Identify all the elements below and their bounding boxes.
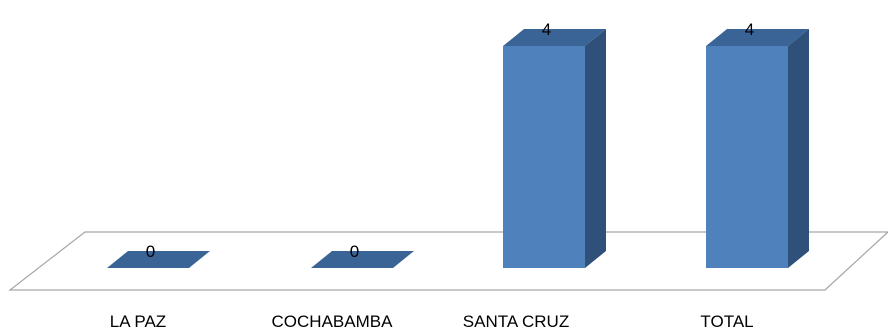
value-label-santa-cruz: 4 [542,20,551,39]
bars-group [107,29,809,268]
category-label-la-paz: LA PAZ [110,312,166,331]
value-label-total: 4 [745,20,754,39]
category-label-santa-cruz: SANTA CRUZ [463,312,569,331]
bar-side-total [788,29,809,268]
bar-total [706,29,809,268]
bar-top-la-paz [107,251,210,268]
bar-front-santa-cruz [503,46,585,268]
bar-top-santa-cruz [503,29,606,46]
category-labels-group: LA PAZ COCHABAMBA SANTA CRUZ TOTAL [110,312,754,331]
category-label-cochabamba: COCHABAMBA [272,312,394,331]
bar-front-total [706,46,788,268]
value-label-cochabamba: 0 [350,242,359,261]
chart-floor [8,231,888,291]
bar-top-total [706,29,809,46]
value-labels-group: 0 0 4 4 [146,20,754,261]
bar-la-paz [107,251,210,268]
value-label-la-paz: 0 [146,242,155,261]
bar-cochabamba [311,251,414,268]
bar-santa-cruz [503,29,606,268]
category-label-total: TOTAL [700,312,753,331]
bar-side-santa-cruz [585,29,606,268]
bar-top-cochabamba [311,251,414,268]
